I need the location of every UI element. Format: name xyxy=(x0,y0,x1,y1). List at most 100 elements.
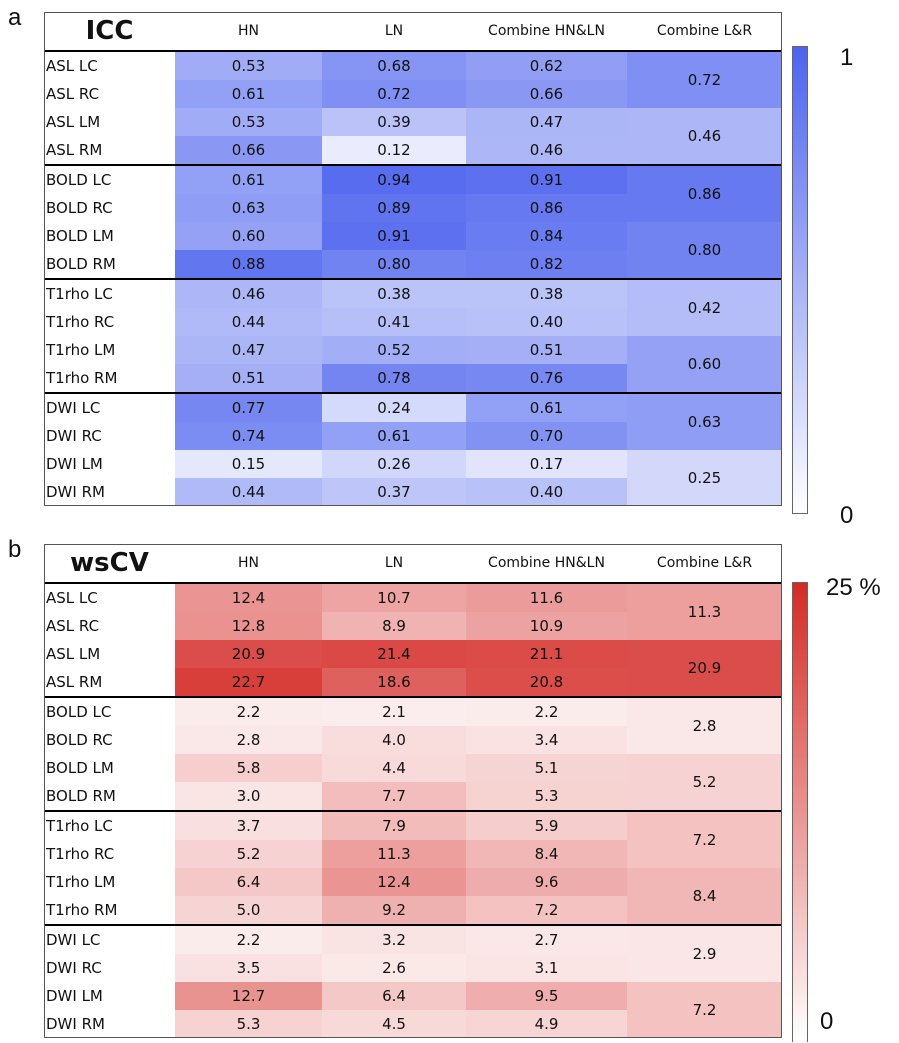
heatmap-cell: 0.61 xyxy=(466,392,627,422)
heatmap-cell: 0.61 xyxy=(322,422,466,450)
table-row: T1rho LC 3.7 7.9 5.9 7.2 xyxy=(44,810,782,868)
heatmap-cell: 0.15 xyxy=(175,450,322,478)
wscv-metric-title: wsCV xyxy=(44,544,175,583)
heatmap-cell: 3.0 xyxy=(175,782,322,811)
row-label: DWI RM xyxy=(44,1010,175,1038)
heatmap-cell: 8.9 xyxy=(322,612,466,640)
table-row: DWI RM 0.44 0.37 0.40 xyxy=(44,478,782,506)
heatmap-cell: 0.51 xyxy=(175,364,322,393)
row-label: BOLD RM xyxy=(44,782,175,811)
heatmap-cell: 2.2 xyxy=(175,924,322,954)
heatmap-cell: 9.6 xyxy=(466,868,627,896)
table-row: ASL RM 0.66 0.12 0.46 xyxy=(44,136,782,165)
row-label: DWI LM xyxy=(44,982,175,1010)
heatmap-cell: 0.62 xyxy=(466,50,627,80)
table-row: T1rho LC 0.46 0.38 0.38 0.42 xyxy=(44,278,782,336)
heatmap-cell: 3.1 xyxy=(466,954,627,982)
row-label: T1rho LM xyxy=(44,868,175,896)
table-row: BOLD RM 0.88 0.80 0.82 xyxy=(44,250,782,279)
table-row: ASL LM 20.9 21.4 21.1 20.9 xyxy=(44,640,782,697)
row-label: T1rho RM xyxy=(44,896,175,925)
heatmap-cell: 0.60 xyxy=(175,222,322,250)
combined-lr-cell: 0.46 xyxy=(627,108,782,165)
row-label: ASL RM xyxy=(44,136,175,165)
heatmap-cell: 3.7 xyxy=(175,810,322,840)
table-row: DWI LM 0.15 0.26 0.17 0.25 xyxy=(44,450,782,506)
heatmap-cell: 5.8 xyxy=(175,754,322,782)
heatmap-cell: 0.39 xyxy=(322,108,466,136)
heatmap-cell: 0.76 xyxy=(466,364,627,393)
heatmap-cell: 8.4 xyxy=(466,840,627,868)
combined-lr-cell: 0.80 xyxy=(627,222,782,279)
table-row: BOLD LM 5.8 4.4 5.1 5.2 xyxy=(44,754,782,811)
heatmap-cell: 0.38 xyxy=(466,278,627,308)
combined-lr-cell: 7.2 xyxy=(627,810,782,868)
heatmap-cell: 0.82 xyxy=(466,250,627,279)
heatmap-cell: 0.44 xyxy=(175,308,322,336)
row-label: ASL RC xyxy=(44,612,175,640)
row-label: T1rho LC xyxy=(44,278,175,308)
heatmap-cell: 0.17 xyxy=(466,450,627,478)
heatmap-cell: 2.8 xyxy=(175,726,322,754)
table-row: T1rho RM 0.51 0.78 0.76 xyxy=(44,364,782,393)
combined-lr-cell: 0.72 xyxy=(627,50,782,108)
row-label: BOLD RC xyxy=(44,726,175,754)
heatmap-cell: 0.44 xyxy=(175,478,322,506)
heatmap-cell: 0.89 xyxy=(322,194,466,222)
row-label: DWI LM xyxy=(44,450,175,478)
heatmap-cell: 0.88 xyxy=(175,250,322,279)
icc-column-header: Combine L&R xyxy=(627,12,782,51)
heatmap-cell: 3.4 xyxy=(466,726,627,754)
combined-lr-cell: 0.86 xyxy=(627,164,782,222)
row-label: BOLD LC xyxy=(44,164,175,194)
heatmap-cell: 12.7 xyxy=(175,982,322,1010)
icc-heatmap: ICC HN LN Combine HN&LN Combine L&R ASL LC 0.… xyxy=(44,12,782,506)
heatmap-cell: 0.26 xyxy=(322,450,466,478)
heatmap-cell: 0.91 xyxy=(466,164,627,194)
heatmap-cell: 21.1 xyxy=(466,640,627,668)
heatmap-cell: 2.2 xyxy=(466,696,627,726)
row-label: DWI RC xyxy=(44,422,175,450)
table-row: T1rho RM 5.0 9.2 7.2 xyxy=(44,896,782,925)
row-label: BOLD LC xyxy=(44,696,175,726)
heatmap-cell: 0.77 xyxy=(175,392,322,422)
table-row: T1rho LM 6.4 12.4 9.6 8.4 xyxy=(44,868,782,925)
heatmap-cell: 12.4 xyxy=(322,868,466,896)
heatmap-cell: 0.47 xyxy=(175,336,322,364)
heatmap-cell: 0.91 xyxy=(322,222,466,250)
row-label: ASL LC xyxy=(44,50,175,80)
icc-column-header: LN xyxy=(322,12,466,51)
row-label: DWI LC xyxy=(44,924,175,954)
icc-colorbar xyxy=(792,46,808,514)
heatmap-cell: 0.53 xyxy=(175,50,322,80)
heatmap-cell: 10.7 xyxy=(322,582,466,612)
row-label: BOLD LM xyxy=(44,222,175,250)
heatmap-cell: 0.70 xyxy=(466,422,627,450)
heatmap-cell: 0.84 xyxy=(466,222,627,250)
heatmap-cell: 18.6 xyxy=(322,668,466,697)
row-label: T1rho RC xyxy=(44,308,175,336)
heatmap-cell: 10.9 xyxy=(466,612,627,640)
heatmap-cell: 4.0 xyxy=(322,726,466,754)
heatmap-cell: 4.9 xyxy=(466,1010,627,1038)
heatmap-cell: 0.80 xyxy=(322,250,466,279)
heatmap-cell: 22.7 xyxy=(175,668,322,697)
wscv-colorbar xyxy=(792,582,808,1042)
icc-table: ICC HN LN Combine HN&LN Combine L&R ASL LC 0.… xyxy=(44,12,782,506)
wscv-column-header: LN xyxy=(322,544,466,583)
table-row: BOLD RC 2.8 4.0 3.4 xyxy=(44,726,782,754)
heatmap-cell: 21.4 xyxy=(322,640,466,668)
icc-header-row: ICC HN LN Combine HN&LN Combine L&R xyxy=(44,12,782,51)
heatmap-cell: 2.1 xyxy=(322,696,466,726)
wscv-colorbar-min-label: 0 xyxy=(820,1008,834,1035)
combined-lr-cell: 7.2 xyxy=(627,982,782,1038)
row-label: T1rho RC xyxy=(44,840,175,868)
table-row: ASL LC 0.53 0.68 0.62 0.72 xyxy=(44,50,782,108)
table-row: DWI LM 12.7 6.4 9.5 7.2 xyxy=(44,982,782,1038)
heatmap-cell: 0.46 xyxy=(175,278,322,308)
wscv-body: ASL LC 12.4 10.7 11.6 11.3 ASL RC 12.8 8.9 10.9 A… xyxy=(44,582,782,1038)
heatmap-cell: 4.5 xyxy=(322,1010,466,1038)
heatmap-cell: 11.3 xyxy=(322,840,466,868)
panel-a-letter: a xyxy=(8,4,22,31)
wscv-column-header: Combine HN&LN xyxy=(466,544,627,583)
